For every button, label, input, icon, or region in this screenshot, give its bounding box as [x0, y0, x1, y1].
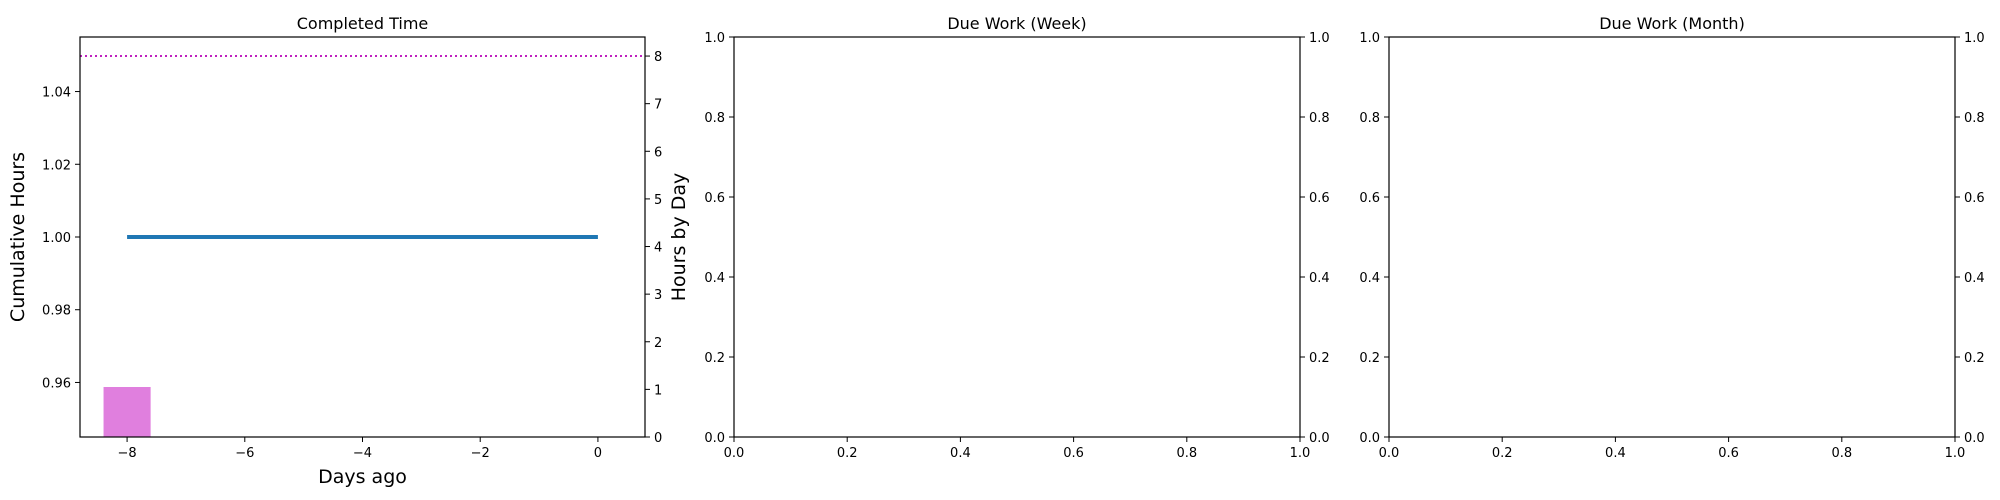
x-tick-label: 0.0 — [724, 446, 745, 461]
y-tick-label: 1.02 — [42, 158, 71, 173]
x-tick-label: −4 — [353, 446, 372, 461]
chart-title: Due Work (Month) — [1599, 14, 1745, 33]
y-tick-label: 0.4 — [1359, 271, 1380, 286]
y-tick-label: 0.8 — [704, 111, 725, 126]
y2-tick-label: 0.4 — [1309, 271, 1330, 286]
bar-mark — [103, 387, 151, 437]
y-tick-label: 0.96 — [42, 376, 71, 391]
x-tick-label: 0.6 — [1718, 446, 1739, 461]
y2-tick-label: 2 — [654, 336, 662, 351]
y2-tick-label: 1.0 — [1309, 31, 1330, 46]
x-tick-label: 0.2 — [837, 446, 858, 461]
y2-tick-label: 6 — [654, 145, 662, 160]
y-tick-label: 0.4 — [704, 271, 725, 286]
x-tick-label: −8 — [117, 446, 136, 461]
y2-tick-label: 5 — [654, 193, 662, 208]
y2-tick-label: 1.0 — [1964, 31, 1985, 46]
x-tick-label: 0.4 — [950, 446, 971, 461]
x-tick-label: 0.8 — [1176, 446, 1197, 461]
y2-tick-label: 0.8 — [1964, 111, 1985, 126]
y-tick-label: 0.8 — [1359, 111, 1380, 126]
chart-panel-3: Due Work (Month)0.0 0.2 0.4 0.6 0.8 1.00.00.2… — [1359, 14, 1984, 461]
y2-tick-label: 0.0 — [1309, 431, 1330, 446]
y2-tick-label: 0.2 — [1964, 351, 1985, 366]
axes-frame — [733, 36, 1301, 438]
chart-panel-1: Completed Time −8 −6 −4 −2 0 0.96 0.98 1.00 1.02 1… — [7, 14, 690, 488]
x-tick-label: 0.0 — [1379, 446, 1400, 461]
y2-tick-label: 3 — [654, 288, 662, 303]
y2-tick-label: 0 — [654, 431, 662, 446]
axes-frame — [1388, 36, 1956, 438]
y2-tick-label: 0.4 — [1964, 271, 1985, 286]
x-tick-label: −2 — [471, 446, 490, 461]
y2-tick-label: 0.6 — [1309, 191, 1330, 206]
y2-axis-label: Hours by Day — [668, 173, 690, 302]
x-tick-label: 0.8 — [1831, 446, 1852, 461]
x-tick-label: 1.0 — [1290, 446, 1311, 461]
x-tick-label: 0.4 — [1605, 446, 1626, 461]
x-axis-label: Days ago — [318, 466, 407, 488]
y2-tick-label: 8 — [654, 50, 662, 65]
y-tick-label: 0.2 — [1359, 351, 1380, 366]
x-tick-label: 0.2 — [1492, 446, 1513, 461]
y2-tick-label: 0.8 — [1309, 111, 1330, 126]
y-tick-label: 1.04 — [42, 86, 71, 101]
y-tick-label: 0.0 — [1359, 431, 1380, 446]
y-tick-label: 1.0 — [1359, 31, 1380, 46]
x-tick-label: 1.0 — [1945, 446, 1966, 461]
chart-title: Due Work (Week) — [947, 14, 1086, 33]
y-tick-label: 0.0 — [704, 431, 725, 446]
x-tick-label: −6 — [235, 446, 254, 461]
y-tick-label: 0.6 — [704, 191, 725, 206]
chart-title: Completed Time — [297, 14, 429, 33]
y2-tick-label: 0.2 — [1309, 351, 1330, 366]
y-tick-label: 0.98 — [42, 304, 71, 319]
y-axis-label: Cumulative Hours — [7, 152, 29, 322]
y2-tick-label: 4 — [654, 241, 662, 256]
x-tick-label: 0.6 — [1063, 446, 1084, 461]
y2-tick-label: 1 — [654, 383, 662, 398]
y-tick-label: 0.6 — [1359, 191, 1380, 206]
y2-tick-label: 0.6 — [1964, 191, 1985, 206]
y-tick-label: 1.0 — [704, 31, 725, 46]
y-tick-label: 1.00 — [42, 231, 71, 246]
x-tick-label: 0 — [594, 446, 602, 461]
chart-panel-2: Due Work (Week)0.0 0.2 0.4 0.6 0.8 1.00.00.20… — [704, 14, 1329, 461]
y2-tick-label: 0.0 — [1964, 431, 1985, 446]
y2-tick-label: 7 — [654, 98, 662, 113]
y-tick-label: 0.2 — [704, 351, 725, 366]
